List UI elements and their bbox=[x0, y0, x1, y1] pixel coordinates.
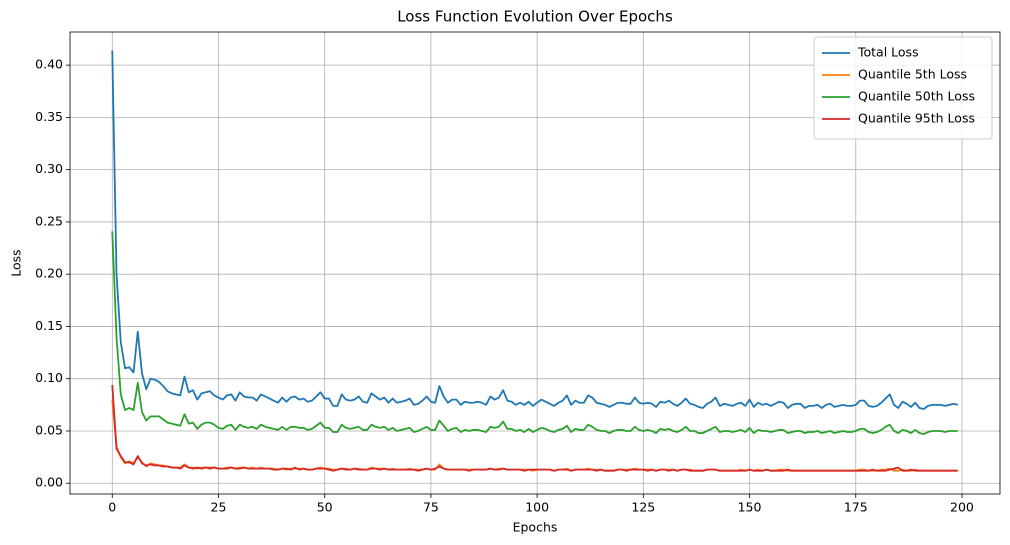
y-tick-label: 0.15 bbox=[35, 318, 63, 333]
x-tick-label: 175 bbox=[844, 500, 868, 515]
legend: Total Loss Quantile 5th Loss Quantile 50th… bbox=[813, 36, 993, 140]
x-tick-label: 125 bbox=[631, 500, 655, 515]
line-series bbox=[111, 399, 958, 472]
line-series bbox=[111, 231, 958, 436]
line-series bbox=[111, 384, 958, 472]
x-tick-label: 200 bbox=[950, 500, 974, 515]
y-tick-label: 0.10 bbox=[35, 370, 63, 385]
x-tick-label: 50 bbox=[317, 500, 333, 515]
y-tick-label: 0.05 bbox=[35, 422, 63, 437]
x-tick-label: 75 bbox=[423, 500, 439, 515]
x-tick-label: 25 bbox=[211, 500, 227, 515]
chart-title: Loss Function Evolution Over Epochs bbox=[397, 8, 673, 26]
legend-label: Quantile 95th Loss bbox=[858, 111, 975, 126]
y-tick-label: 0.40 bbox=[35, 57, 63, 72]
legend-box bbox=[813, 36, 993, 140]
y-axis-label: Loss bbox=[9, 249, 24, 276]
legend-label: Total Loss bbox=[857, 45, 919, 60]
y-tick-label: 0.20 bbox=[35, 266, 63, 281]
y-tick-label: 0.35 bbox=[35, 109, 63, 124]
y-tick-label: 0.25 bbox=[35, 213, 63, 228]
plot-frame bbox=[69, 31, 1001, 495]
legend-label: Quantile 5th Loss bbox=[858, 67, 967, 82]
x-tick-label: 0 bbox=[108, 500, 116, 515]
y-tick-label: 0.30 bbox=[35, 161, 63, 176]
legend-label: Quantile 50th Loss bbox=[858, 89, 975, 104]
x-axis-label: Epochs bbox=[513, 520, 558, 535]
x-tick-label: 100 bbox=[525, 500, 549, 515]
y-tick-label: 0.00 bbox=[35, 475, 63, 490]
x-tick-label: 150 bbox=[738, 500, 762, 515]
line-series bbox=[111, 50, 958, 410]
